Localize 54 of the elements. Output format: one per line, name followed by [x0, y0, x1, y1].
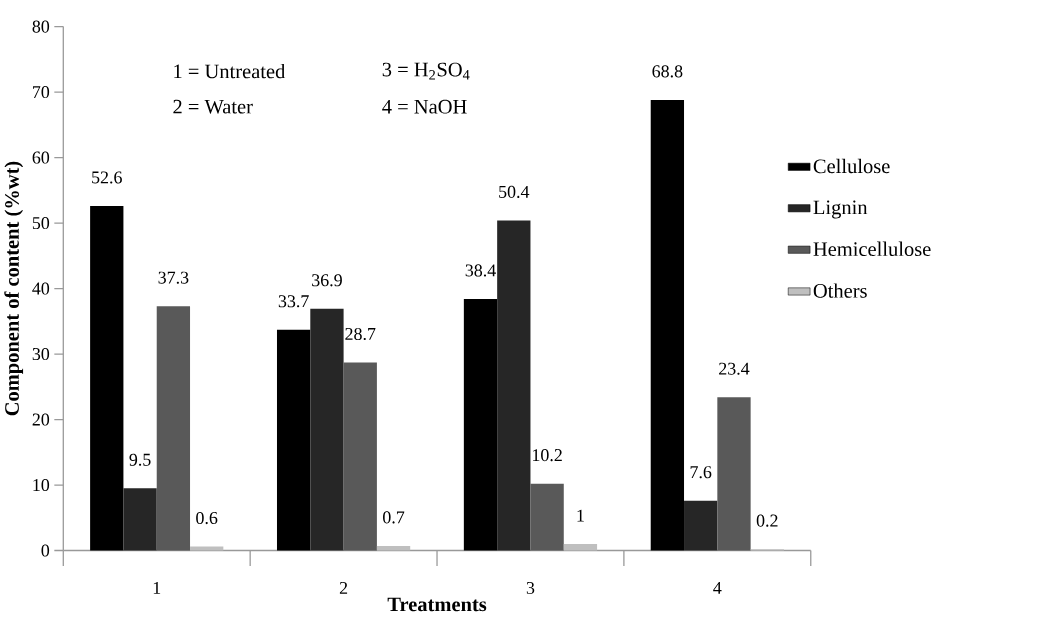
bar [276, 329, 311, 551]
data-label: 38.4 [465, 264, 496, 277]
bar [684, 500, 718, 551]
legend-label: Hemicellulose [813, 241, 931, 257]
bar [530, 483, 564, 551]
x-tick-label: 2 [339, 582, 348, 594]
y-tick-label: 70 [33, 86, 50, 99]
bar [310, 308, 344, 551]
y-tick-label: 0 [41, 544, 50, 557]
data-label: 7.6 [690, 466, 712, 479]
bar [376, 546, 411, 551]
bar [650, 100, 685, 551]
y-tick-label: 30 [32, 348, 50, 361]
bar [90, 206, 124, 551]
data-label: 0.2 [756, 514, 778, 527]
annotation: 4 = NaOH [382, 100, 467, 114]
data-label: 0.7 [383, 511, 405, 524]
bar [343, 362, 377, 551]
data-label: 33.7 [278, 295, 309, 308]
legend-label: Lignin [813, 200, 868, 219]
y-axis-title: Component of content (%wt) [4, 161, 24, 416]
bar [463, 299, 498, 551]
y-tick-label: 20 [32, 413, 50, 426]
data-label: 36.9 [312, 274, 342, 287]
legend-label: Others [813, 283, 867, 298]
bar [497, 220, 531, 551]
data-label: 68.8 [652, 65, 683, 78]
annotation: 2 = Water [173, 99, 253, 114]
legend-label: Cellulose [813, 158, 890, 174]
data-label: 52.6 [92, 171, 122, 184]
bar [156, 306, 191, 551]
annotation: 1 = Untreated [174, 64, 286, 79]
y-tick-label: 60 [32, 151, 50, 164]
bar [563, 544, 598, 551]
x-tick-label: 4 [713, 582, 722, 594]
data-label: 9.5 [129, 453, 151, 466]
y-tick-label: 80 [32, 20, 50, 33]
x-tick-label: 3 [526, 582, 535, 595]
data-label: 37.3 [158, 271, 189, 284]
x-tick-label: 1 [153, 582, 161, 594]
data-label: 50.4 [499, 185, 530, 199]
annotation: 3 = H$_{2}$SO$_{4}$ [382, 62, 470, 80]
data-label: 10.2 [532, 449, 562, 462]
data-label: 23.4 [719, 362, 750, 375]
y-tick-label: 10 [33, 479, 50, 492]
data-label: 1 [577, 509, 584, 522]
bar [123, 488, 157, 551]
bar [717, 397, 751, 551]
data-label: 0.6 [196, 512, 218, 525]
x-axis-title: Treatments [387, 597, 487, 612]
bar [190, 546, 224, 551]
data-label: 28.7 [345, 328, 376, 341]
y-tick-label: 50 [32, 217, 50, 230]
y-tick-label: 40 [32, 282, 50, 295]
